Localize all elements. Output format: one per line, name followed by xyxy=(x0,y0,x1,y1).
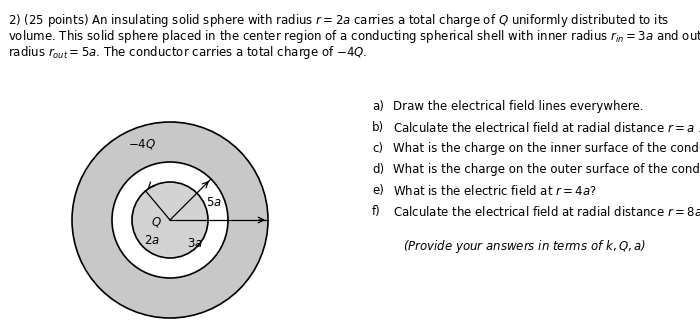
Text: $Q$: $Q$ xyxy=(150,215,162,229)
Text: Calculate the electrical field at radial distance $r = a$ .: Calculate the electrical field at radial… xyxy=(393,121,700,135)
Text: $-4Q$: $-4Q$ xyxy=(128,137,156,151)
Text: $2a$: $2a$ xyxy=(144,233,160,247)
Ellipse shape xyxy=(72,122,268,318)
Text: a): a) xyxy=(372,100,384,113)
Ellipse shape xyxy=(132,182,208,258)
Text: d): d) xyxy=(372,163,384,176)
Text: Draw the electrical field lines everywhere.: Draw the electrical field lines everywhe… xyxy=(393,100,643,113)
Text: (Provide your answers in terms of $k,Q,a$): (Provide your answers in terms of $k,Q,a… xyxy=(403,238,646,255)
Text: c): c) xyxy=(372,142,383,155)
Text: $5a$: $5a$ xyxy=(206,196,222,209)
Text: What is the electric field at $r = 4a$?: What is the electric field at $r = 4a$? xyxy=(393,184,597,198)
Ellipse shape xyxy=(112,162,228,278)
Text: radius $r_{out} = 5a$. The conductor carries a total charge of $-4Q$.: radius $r_{out} = 5a$. The conductor car… xyxy=(8,44,368,61)
Text: f): f) xyxy=(372,205,381,218)
Text: What is the charge on the inner surface of the conductor?: What is the charge on the inner surface … xyxy=(393,142,700,155)
Text: Calculate the electrical field at radial distance $r = 8a$ .: Calculate the electrical field at radial… xyxy=(393,205,700,219)
Text: volume. This solid sphere placed in the center region of a conducting spherical : volume. This solid sphere placed in the … xyxy=(8,28,700,45)
Text: e): e) xyxy=(372,184,384,197)
Text: What is the charge on the outer surface of the conductor?: What is the charge on the outer surface … xyxy=(393,163,700,176)
Text: b): b) xyxy=(372,121,384,134)
Text: 2) (25 points) An insulating solid sphere with radius $r = 2a$ carries a total c: 2) (25 points) An insulating solid spher… xyxy=(8,12,669,29)
Text: $3a$: $3a$ xyxy=(187,236,203,250)
